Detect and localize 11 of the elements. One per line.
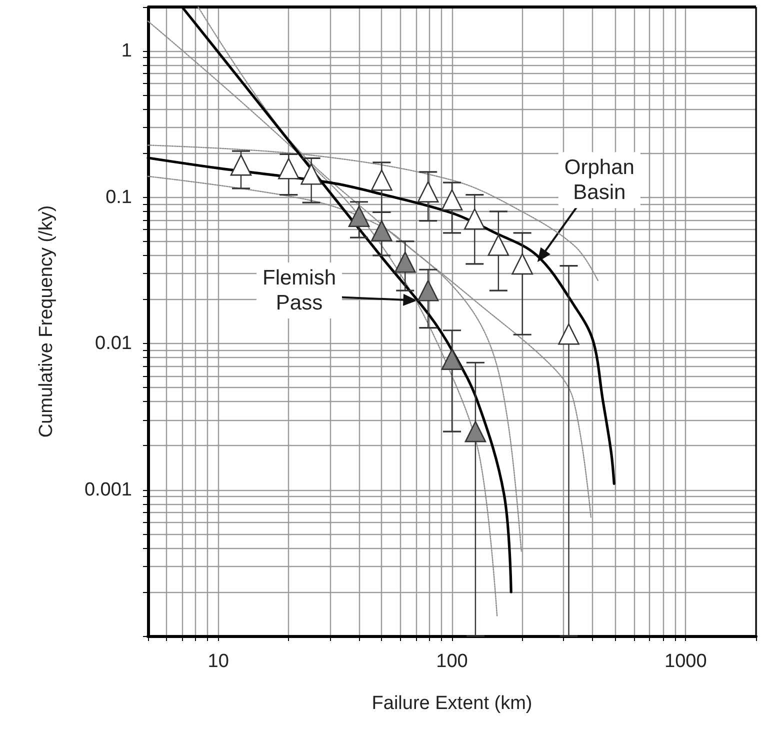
y-tick-label: 1 [121,40,132,62]
annotation: Orphan Basin [564,156,634,204]
annotation: Flemish Pass [262,266,336,314]
y-tick-label: 0.01 [95,333,132,354]
y-axis-title: Cumulative Frequency (/ky) [36,205,57,438]
x-tick-label: 1000 [664,651,707,672]
x-tick-label: 10 [208,651,229,672]
y-tick-label: 0.1 [106,186,132,208]
x-axis-title: Failure Extent (km) [372,693,532,714]
y-tick-label: 0.001 [84,479,132,500]
x-tick-label: 100 [436,651,468,672]
